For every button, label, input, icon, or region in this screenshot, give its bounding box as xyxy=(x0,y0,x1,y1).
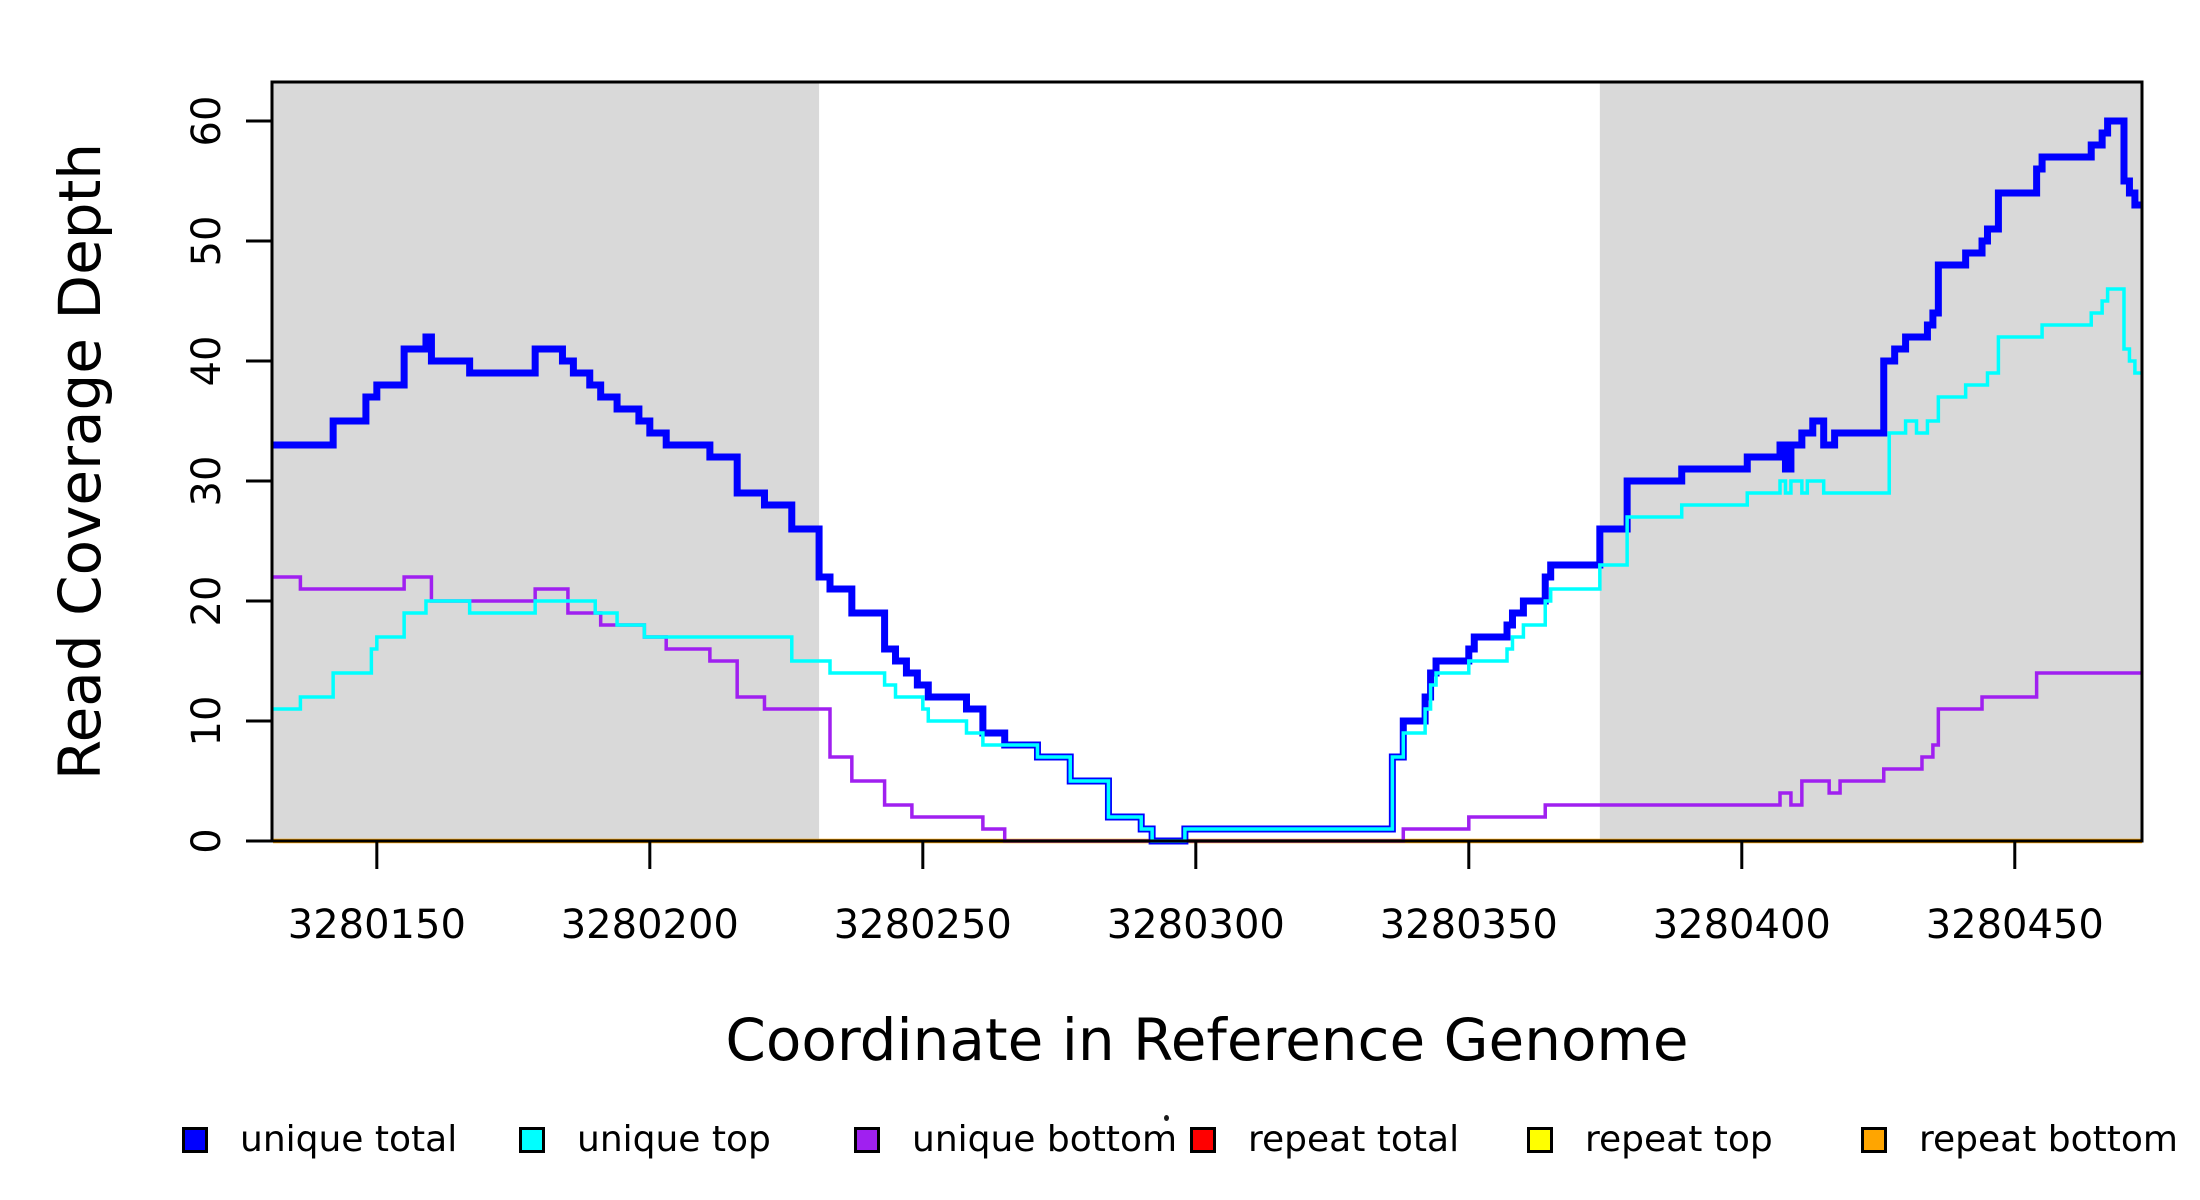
stray-dot-mark xyxy=(1164,1115,1169,1121)
legend-item-unique-top: unique top xyxy=(519,1119,771,1160)
x-tick-label: 3280200 xyxy=(561,902,739,948)
legend-label: repeat top xyxy=(1585,1119,1773,1160)
legend-item-unique-bottom: unique bottom xyxy=(854,1119,1177,1160)
legend-swatch-icon xyxy=(182,1126,208,1153)
legend-swatch-icon xyxy=(1190,1126,1216,1153)
shaded-region-1 xyxy=(1599,82,2142,841)
legend-swatch-icon xyxy=(519,1126,545,1153)
legend-swatch-icon xyxy=(854,1126,880,1153)
x-tick-label: 3280150 xyxy=(288,902,466,948)
x-tick-label: 3280350 xyxy=(1380,902,1558,948)
legend-item-unique-total: unique total xyxy=(182,1119,457,1160)
y-tick-label: 50 xyxy=(184,216,230,267)
y-tick-label: 60 xyxy=(184,96,230,147)
y-tick-label: 20 xyxy=(184,576,230,627)
shaded-region-0 xyxy=(272,82,820,841)
legend-label: unique total xyxy=(240,1119,458,1160)
x-axis-title: Coordinate in Reference Genome xyxy=(725,1006,1688,1074)
plot-border xyxy=(270,80,2144,843)
y-tick-label: 10 xyxy=(184,696,230,747)
y-tick-label: 0 xyxy=(184,828,230,853)
legend-label: repeat total xyxy=(1248,1119,1460,1160)
legend-item-repeat-total: repeat total xyxy=(1190,1119,1459,1160)
legend-swatch-icon xyxy=(1527,1126,1553,1153)
x-tick-label: 3280400 xyxy=(1653,902,1831,948)
x-tick-label: 3280450 xyxy=(1926,902,2104,948)
legend-item-repeat-top: repeat top xyxy=(1527,1119,1773,1160)
legend-item-repeat-bottom: repeat bottom xyxy=(1861,1119,2178,1160)
series-unique-bottom xyxy=(273,575,2142,843)
series-unique-total xyxy=(273,117,2142,845)
legend-label: unique top xyxy=(577,1119,771,1160)
y-tick-label: 40 xyxy=(184,336,230,387)
legend-swatch-icon xyxy=(1861,1126,1887,1153)
x-tick-label: 3280250 xyxy=(834,902,1012,948)
y-axis-title: Read Coverage Depth xyxy=(46,143,114,780)
series-unique-top xyxy=(273,287,2142,843)
y-tick-label: 30 xyxy=(184,456,230,507)
legend-label: unique bottom xyxy=(912,1119,1178,1160)
legend-label: repeat bottom xyxy=(1919,1119,2178,1160)
x-tick-label: 3280300 xyxy=(1107,902,1285,948)
